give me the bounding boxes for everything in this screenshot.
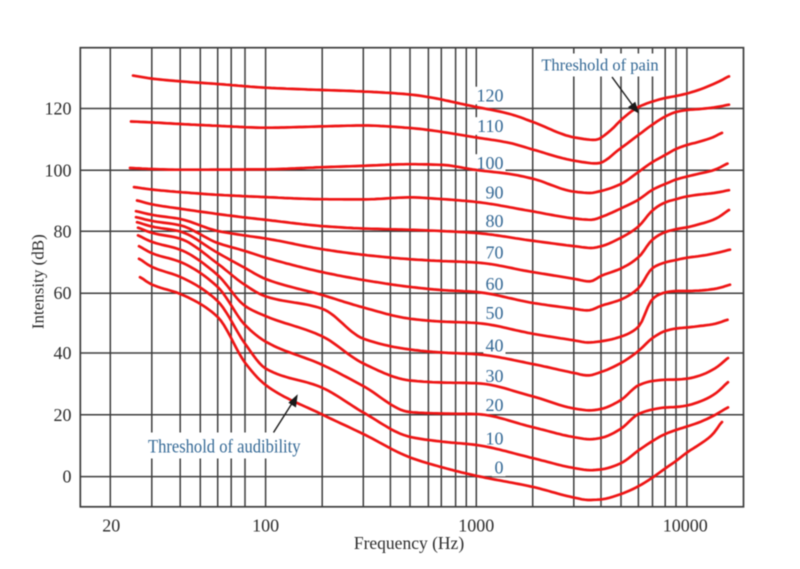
svg-text:80: 80	[486, 211, 504, 231]
svg-text:100: 100	[252, 516, 279, 536]
svg-text:0: 0	[495, 458, 504, 478]
svg-text:90: 90	[486, 183, 504, 203]
svg-text:20: 20	[54, 405, 72, 425]
svg-text:20: 20	[486, 395, 504, 415]
svg-text:Frequency (Hz): Frequency (Hz)	[354, 533, 464, 553]
svg-text:30: 30	[486, 366, 504, 386]
svg-text:Threshold of pain: Threshold of pain	[541, 56, 658, 75]
svg-text:Threshold of audibility: Threshold of audibility	[148, 437, 301, 458]
svg-text:100: 100	[45, 160, 72, 180]
svg-text:110: 110	[477, 116, 503, 136]
svg-text:120: 120	[45, 99, 72, 119]
svg-text:50: 50	[486, 303, 504, 323]
svg-text:10: 10	[486, 429, 504, 449]
svg-text:80: 80	[54, 221, 72, 241]
svg-text:40: 40	[486, 335, 504, 355]
svg-text:40: 40	[54, 343, 72, 363]
svg-text:1000: 1000	[458, 516, 494, 536]
svg-text:Intensity (dB): Intensity (dB)	[29, 234, 48, 329]
svg-text:20: 20	[102, 516, 120, 536]
svg-text:100: 100	[477, 153, 504, 173]
svg-text:60: 60	[54, 283, 72, 303]
svg-text:0: 0	[63, 467, 72, 487]
svg-text:60: 60	[486, 274, 504, 294]
svg-text:70: 70	[486, 243, 504, 263]
svg-text:10000: 10000	[663, 516, 708, 536]
svg-text:120: 120	[477, 86, 504, 106]
